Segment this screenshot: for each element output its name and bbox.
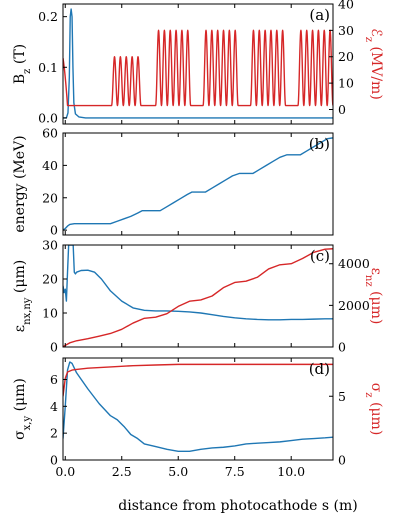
y-tick-label-left: 0 <box>50 453 58 468</box>
y-tick-label-right: 30 <box>338 23 354 38</box>
y-axis-label-right: σz (μm) <box>364 383 385 436</box>
y-tick-label-right: 0 <box>338 102 346 117</box>
y-tick-label-left: 2 <box>50 426 58 441</box>
series-line-left <box>63 245 333 321</box>
panel-b: 0 20 40 60 energy (MeV) (b) <box>12 126 334 238</box>
y-axis-label-left: Bz (T) <box>12 44 33 84</box>
y-tick-label-left: 0 <box>50 223 58 238</box>
series-line-left <box>63 8 333 119</box>
panel-a: 0.0 0.1 0.2 0 10 20 30 40 Bz (T) ℰz (MV/m) (a) <box>12 0 384 125</box>
y-tick-label-left: 40 <box>42 158 58 173</box>
y-tick-label-left: 20 <box>42 272 58 287</box>
y-tick-label-right: 0 <box>338 453 346 468</box>
y-axis-label-left: σx,y (μm) <box>12 378 33 440</box>
y-axis-label-left: εnx,ny (μm) <box>12 260 33 332</box>
y-tick-label-left: 0.0 <box>38 110 58 125</box>
panel-label: (c) <box>310 247 330 265</box>
x-tick-label: 7.5 <box>225 464 245 479</box>
y-tick-label-left: 0 <box>50 340 58 355</box>
y-tick-label-left: 60 <box>42 126 58 141</box>
y-tick-label-right: 20 <box>338 49 354 64</box>
y-tick-label-right: 5 <box>338 389 346 404</box>
panel-label: (b) <box>309 135 330 153</box>
series-line-left <box>63 361 333 452</box>
x-tick-label: 10.0 <box>277 464 305 479</box>
plot-frame <box>62 357 334 461</box>
y-tick-label-right: 2000 <box>338 298 370 313</box>
x-tick-label: 2.5 <box>112 464 132 479</box>
x-tick-label: 0.0 <box>55 464 75 479</box>
y-tick-label-right: 10 <box>338 76 354 91</box>
series-group <box>63 245 333 347</box>
y-tick-label-left: 0.2 <box>38 9 58 24</box>
panel-label: (d) <box>309 360 330 378</box>
y-axis-label-right: ℰz (MV/m) <box>364 28 385 100</box>
y-tick-label-right: 4000 <box>338 256 370 271</box>
y-tick-label-left: 10 <box>42 306 58 321</box>
y-tick-label-left: 0.1 <box>38 60 58 75</box>
y-axis-label-right: εnz (μm) <box>364 268 385 325</box>
series-group <box>63 8 333 119</box>
y-tick-label-left: 20 <box>42 190 58 205</box>
series-line-right <box>63 29 333 107</box>
panel-d: 0.0 2.5 5.0 7.5 10.0 0 2 4 6 0 5 σx,y (μm) σz (μm) (d… <box>12 357 385 479</box>
y-tick-label-right: 0 <box>338 340 346 355</box>
panel-c: 0 10 20 30 0 2000 4000 εnx,ny (μm) εnz (μm) (c) <box>12 238 384 355</box>
y-tick-label-right: 40 <box>338 0 354 12</box>
plot-frame <box>62 132 334 236</box>
panel-label: (a) <box>309 6 330 24</box>
y-tick-label-left: 30 <box>42 238 58 253</box>
y-tick-label-left: 6 <box>50 372 58 387</box>
plot-frame <box>62 3 334 125</box>
y-tick-label-left: 4 <box>50 399 58 414</box>
x-tick-label: 5.0 <box>168 464 188 479</box>
series-line-left <box>63 137 333 231</box>
plot-frame <box>62 244 334 348</box>
x-axis-label: distance from photocathode s (m) <box>118 498 357 514</box>
series-group <box>63 361 333 452</box>
series-line-right <box>63 363 333 397</box>
series-line-right <box>63 248 333 347</box>
series-group <box>63 137 333 231</box>
y-axis-label-left: energy (MeV) <box>12 135 28 232</box>
